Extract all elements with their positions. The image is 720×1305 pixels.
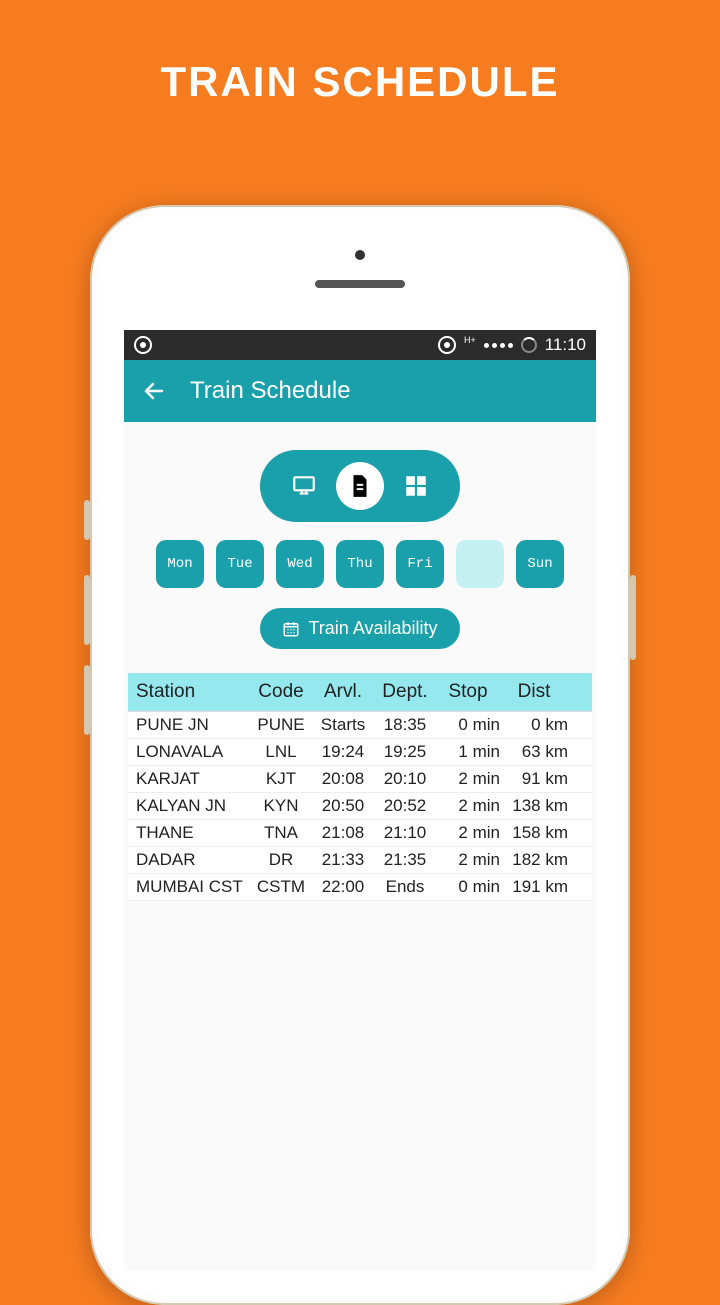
cell-dept: 18:35 <box>374 715 436 735</box>
cell-code: CSTM <box>250 877 312 897</box>
table-row[interactable]: KARJATKJT20:0820:102 min91 km <box>128 766 592 793</box>
cell-arvl: 21:08 <box>312 823 374 843</box>
phone-side-button <box>84 500 90 540</box>
day-mon[interactable]: Mon <box>156 540 204 588</box>
view-list-button[interactable] <box>336 462 384 510</box>
day-wed[interactable]: Wed <box>276 540 324 588</box>
table-row[interactable]: THANETNA21:0821:102 min158 km <box>128 820 592 847</box>
table-row[interactable]: DADARDR21:3321:352 min182 km <box>128 847 592 874</box>
cell-dist: 63 km <box>500 742 572 762</box>
cell-arvl: 22:00 <box>312 877 374 897</box>
view-board-button[interactable] <box>284 466 324 506</box>
document-icon <box>347 473 373 499</box>
cell-dept: 19:25 <box>374 742 436 762</box>
cell-station: DADAR <box>132 850 250 870</box>
cell-stop: 1 min <box>436 742 500 762</box>
day-selector: MonTueWedThuFriSatSun <box>132 540 588 588</box>
cell-stop: 0 min <box>436 877 500 897</box>
view-toggle <box>260 450 460 522</box>
loading-icon <box>521 337 537 353</box>
cell-stop: 2 min <box>436 769 500 789</box>
phone-side-button <box>84 665 90 735</box>
app-bar: Train Schedule <box>124 360 596 422</box>
signal-type: H+ <box>464 335 476 345</box>
cell-stop: 0 min <box>436 715 500 735</box>
day-sat[interactable]: Sat <box>456 540 504 588</box>
cell-dist: 191 km <box>500 877 572 897</box>
cell-arvl: 21:33 <box>312 850 374 870</box>
hotspot-icon <box>134 336 152 354</box>
schedule-table: Station Code Arvl. Dept. Stop Dist PUNE … <box>128 673 592 901</box>
col-station: Station <box>132 681 250 703</box>
cell-stop: 2 min <box>436 796 500 816</box>
cell-station: KARJAT <box>132 769 250 789</box>
cell-station: PUNE JN <box>132 715 250 735</box>
cell-dept: Ends <box>374 877 436 897</box>
table-row[interactable]: PUNE JNPUNEStarts18:350 min0 km <box>128 712 592 739</box>
day-sun[interactable]: Sun <box>516 540 564 588</box>
cell-code: DR <box>250 850 312 870</box>
cell-station: LONAVALA <box>132 742 250 762</box>
cell-dist: 138 km <box>500 796 572 816</box>
table-row[interactable]: MUMBAI CSTCSTM22:00Ends0 min191 km <box>128 874 592 901</box>
view-grid-button[interactable] <box>396 466 436 506</box>
phone-camera <box>355 250 365 260</box>
phone-speaker <box>315 280 405 288</box>
day-thu[interactable]: Thu <box>336 540 384 588</box>
day-fri[interactable]: Fri <box>396 540 444 588</box>
col-dept: Dept. <box>374 681 436 703</box>
board-icon <box>291 473 317 499</box>
cell-station: KALYAN JN <box>132 796 250 816</box>
cell-stop: 2 min <box>436 850 500 870</box>
back-button[interactable] <box>142 379 166 403</box>
status-bar: H+ 11:10 <box>124 330 596 360</box>
table-header: Station Code Arvl. Dept. Stop Dist <box>128 673 592 712</box>
cell-code: KJT <box>250 769 312 789</box>
col-arvl: Arvl. <box>312 681 374 703</box>
cell-dept: 20:52 <box>374 796 436 816</box>
grid-icon <box>403 473 429 499</box>
cell-code: KYN <box>250 796 312 816</box>
cell-dist: 182 km <box>500 850 572 870</box>
col-dist: Dist <box>500 681 572 703</box>
phone-side-button <box>630 575 636 660</box>
page-heading: TRAIN SCHEDULE <box>0 0 720 106</box>
cell-arvl: 20:50 <box>312 796 374 816</box>
cell-station: MUMBAI CST <box>132 877 250 897</box>
cell-code: TNA <box>250 823 312 843</box>
back-arrow-icon <box>142 379 166 403</box>
train-availability-button[interactable]: Train Availability <box>260 608 459 649</box>
hotspot-icon <box>438 336 456 354</box>
clock: 11:10 <box>545 335 586 355</box>
screen: H+ 11:10 Train Schedule <box>124 330 596 1271</box>
signal-dots-icon <box>484 343 513 348</box>
col-stop: Stop <box>436 681 500 703</box>
cell-dept: 21:10 <box>374 823 436 843</box>
cell-code: PUNE <box>250 715 312 735</box>
cell-dept: 20:10 <box>374 769 436 789</box>
cell-arvl: 20:08 <box>312 769 374 789</box>
cell-dist: 0 km <box>500 715 572 735</box>
cell-stop: 2 min <box>436 823 500 843</box>
app-title: Train Schedule <box>190 377 351 405</box>
day-tue[interactable]: Tue <box>216 540 264 588</box>
col-code: Code <box>250 681 312 703</box>
cell-dist: 91 km <box>500 769 572 789</box>
phone-side-button <box>84 575 90 645</box>
cell-dist: 158 km <box>500 823 572 843</box>
cell-code: LNL <box>250 742 312 762</box>
table-row[interactable]: LONAVALALNL19:2419:251 min63 km <box>128 739 592 766</box>
cell-station: THANE <box>132 823 250 843</box>
table-row[interactable]: KALYAN JNKYN20:5020:522 min138 km <box>128 793 592 820</box>
cell-arvl: 19:24 <box>312 742 374 762</box>
phone-frame: H+ 11:10 Train Schedule <box>90 205 630 1305</box>
availability-label: Train Availability <box>308 618 437 639</box>
cell-arvl: Starts <box>312 715 374 735</box>
calendar-icon <box>282 620 300 638</box>
cell-dept: 21:35 <box>374 850 436 870</box>
